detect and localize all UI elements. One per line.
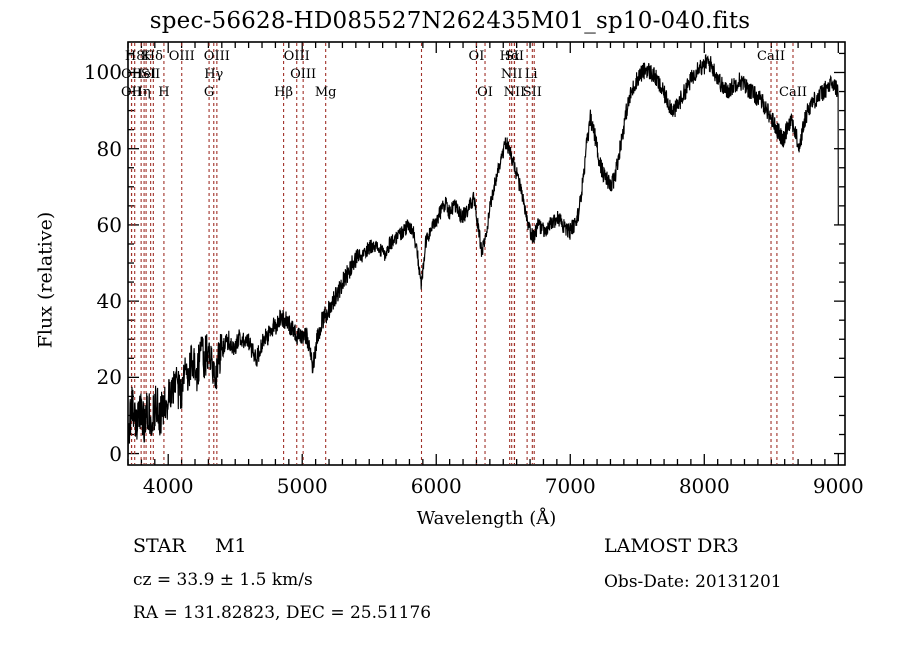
spectral-line-label: H8 bbox=[124, 49, 145, 64]
spectral-line-label: CaII bbox=[779, 85, 807, 100]
spectral-line-label: Hβ bbox=[274, 85, 294, 100]
spectral-line-label: K bbox=[141, 49, 151, 64]
spectral-line-label: OIII bbox=[290, 67, 317, 82]
y-tick-label: 100 bbox=[83, 60, 122, 85]
spectral-line-label: Hδ bbox=[143, 49, 163, 64]
spectral-line-label: NII bbox=[503, 85, 526, 100]
y-tick-label: 60 bbox=[96, 212, 122, 237]
x-axis-label: Wavelength (Å) bbox=[416, 508, 557, 529]
spectral-line-label: Mg bbox=[314, 85, 337, 100]
spectral-line-label: G bbox=[203, 85, 215, 100]
x-tick-label: 5000 bbox=[276, 474, 328, 498]
plot-frame bbox=[127, 41, 846, 466]
spectral-line-label: SII bbox=[141, 67, 161, 82]
spectral-class-label: M1 bbox=[215, 535, 247, 557]
y-tick-label: 40 bbox=[96, 289, 122, 314]
radial-velocity-label: cz = 33.9 ± 1.5 km/s bbox=[133, 570, 313, 590]
spectrum-trace bbox=[128, 54, 839, 457]
y-tick-label: 20 bbox=[96, 365, 122, 390]
spectral-line-label: OI bbox=[468, 49, 485, 64]
y-tick-label: 0 bbox=[109, 441, 122, 466]
spectral-line-label: OI bbox=[477, 85, 493, 100]
spectral-line-label: HeI bbox=[131, 67, 157, 82]
x-tick-label: 4000 bbox=[142, 474, 194, 498]
spectral-line-label: Hγ bbox=[204, 67, 224, 82]
observation-date-label: Obs-Date: 20131201 bbox=[604, 572, 782, 592]
spectral-line-label: OIII bbox=[168, 49, 195, 64]
spectral-line-label: Li bbox=[524, 67, 538, 82]
spectral-line-label: Hα bbox=[499, 49, 520, 64]
spectral-line-label: SII bbox=[522, 85, 542, 100]
coordinates-label: RA = 131.82823, DEC = 25.51176 bbox=[133, 603, 432, 623]
x-tick-label: 8000 bbox=[678, 474, 730, 498]
spectral-line-markers bbox=[130, 43, 794, 464]
x-tick-label: 6000 bbox=[410, 474, 462, 498]
spectral-line-label: NII bbox=[500, 67, 523, 82]
axis-tick-marks bbox=[127, 42, 845, 465]
spectral-line-label: CaII bbox=[757, 49, 785, 64]
spectral-line-label: OIII bbox=[203, 49, 230, 64]
page-title: spec-56628-HD085527N262435M01_sp10-040.f… bbox=[149, 8, 751, 34]
object-type-label: STAR bbox=[133, 535, 186, 557]
spectral-line-label: Hη bbox=[131, 85, 151, 100]
spectral-line-label: OII bbox=[121, 85, 142, 100]
x-tick-label: 9000 bbox=[812, 474, 864, 498]
survey-label: LAMOST DR3 bbox=[604, 535, 739, 557]
spectral-line-label: OIII bbox=[283, 49, 310, 64]
spectral-line-label: OII bbox=[121, 67, 143, 82]
y-axis-label: Flux (relative) bbox=[34, 211, 56, 349]
y-tick-label: 80 bbox=[96, 136, 122, 161]
spectral-line-label: H bbox=[158, 85, 170, 100]
spectral-line-label: SII bbox=[504, 49, 524, 64]
x-tick-label: 7000 bbox=[544, 474, 596, 498]
